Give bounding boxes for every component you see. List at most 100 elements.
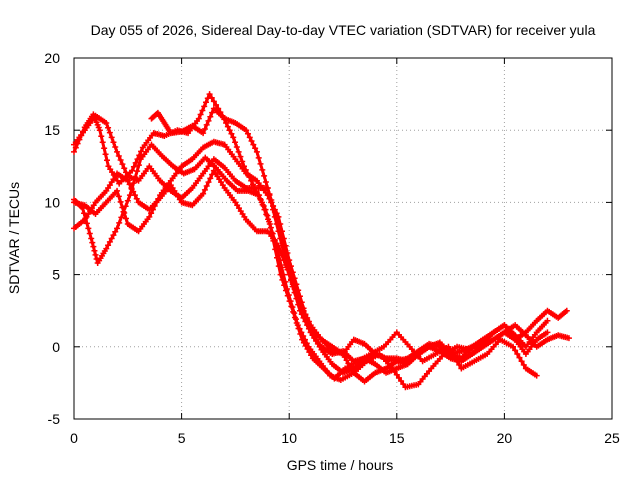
data-point-marker <box>89 239 96 246</box>
data-point-marker <box>105 242 112 249</box>
data-point-marker <box>98 133 105 140</box>
data-point-marker <box>512 347 519 354</box>
data-point-marker <box>155 195 162 202</box>
x-tick-label: 5 <box>178 430 186 446</box>
x-tick-label: 20 <box>497 430 513 446</box>
data-point-marker <box>268 199 275 206</box>
data-point-marker <box>207 113 214 120</box>
data-point-marker <box>114 148 121 155</box>
data-point-marker <box>302 342 309 349</box>
data-point-marker <box>124 197 131 204</box>
data-point-marker <box>516 354 523 361</box>
data-point-marker <box>291 314 298 321</box>
data-point-marker <box>202 99 209 106</box>
data-point-marker <box>518 358 525 365</box>
data-point-marker <box>96 127 103 134</box>
data-point-marker <box>197 111 204 118</box>
data-point-marker <box>201 186 208 193</box>
data-point-marker <box>200 190 207 197</box>
data-point-marker <box>233 144 240 151</box>
y-tick-label: 20 <box>44 50 60 66</box>
data-point-marker <box>106 238 113 245</box>
data-point-marker <box>302 318 309 325</box>
data-point-marker <box>305 325 312 332</box>
data-point-marker <box>153 199 160 206</box>
data-point-marker <box>119 204 126 211</box>
data-point-marker <box>122 203 129 210</box>
data-point-marker <box>277 235 284 242</box>
data-point-marker <box>544 317 551 324</box>
data-point-marker <box>296 307 303 314</box>
data-point-marker <box>133 195 140 202</box>
data-point-marker <box>92 251 99 258</box>
data-point-marker <box>395 374 402 381</box>
data-point-marker <box>116 219 123 226</box>
data-point-marker <box>235 148 242 155</box>
data-point-marker <box>304 345 311 352</box>
data-points <box>71 91 572 391</box>
data-point-marker <box>126 181 133 188</box>
data-point-marker <box>149 206 156 213</box>
data-point-marker <box>250 141 257 148</box>
data-point-marker <box>279 276 286 283</box>
y-tick-label: 0 <box>52 339 60 355</box>
data-point-marker <box>118 214 125 221</box>
data-point-marker <box>273 221 280 228</box>
data-point-marker <box>400 381 407 388</box>
series-track-6 <box>148 105 570 376</box>
data-point-marker <box>105 124 112 131</box>
data-point-marker <box>262 178 269 185</box>
data-point-marker <box>117 157 124 164</box>
data-point-marker <box>270 206 277 213</box>
y-axis-label: SDTVAR / TECUs <box>6 182 22 294</box>
data-point-marker <box>151 203 158 210</box>
data-point-marker <box>293 281 300 288</box>
data-point-marker <box>103 245 110 252</box>
data-point-marker <box>510 343 517 350</box>
data-point-marker <box>99 139 106 146</box>
data-point-marker <box>343 357 350 364</box>
data-point-marker <box>261 206 268 213</box>
data-point-marker <box>205 117 212 124</box>
data-point-marker <box>261 172 268 179</box>
data-point-marker <box>114 187 121 194</box>
data-point-marker <box>284 264 291 271</box>
data-point-marker <box>88 235 95 242</box>
data-point-marker <box>135 162 142 169</box>
data-point-marker <box>274 254 281 261</box>
data-point-marker <box>300 314 307 321</box>
data-point-marker <box>72 144 79 151</box>
data-point-marker <box>288 303 295 310</box>
data-point-marker <box>259 166 266 173</box>
data-point-marker <box>195 115 202 122</box>
data-point-marker <box>300 305 307 312</box>
data-point-marker <box>289 269 296 276</box>
data-point-marker <box>272 246 279 253</box>
data-point-marker <box>295 287 302 294</box>
data-point-marker <box>293 319 300 326</box>
data-point-marker <box>565 335 572 342</box>
data-point-marker <box>293 295 300 302</box>
data-point-marker <box>286 271 293 278</box>
data-point-marker <box>110 139 117 146</box>
data-point-marker <box>246 134 253 141</box>
data-point-marker <box>106 129 113 136</box>
data-point-marker <box>264 184 271 191</box>
x-tick-label: 15 <box>389 430 405 446</box>
data-point-marker <box>102 151 109 158</box>
data-point-marker <box>275 228 282 235</box>
data-point-marker <box>103 157 110 164</box>
data-point-marker <box>86 230 93 237</box>
data-point-marker <box>130 163 137 170</box>
data-point-marker <box>230 134 237 141</box>
data-point-marker <box>134 168 141 175</box>
data-point-marker <box>115 193 122 200</box>
data-point-marker <box>282 257 289 264</box>
data-point-marker <box>91 247 98 254</box>
data-point-marker <box>224 123 231 130</box>
data-point-marker <box>131 192 138 199</box>
data-point-marker <box>237 153 244 160</box>
data-point-marker <box>226 127 233 134</box>
